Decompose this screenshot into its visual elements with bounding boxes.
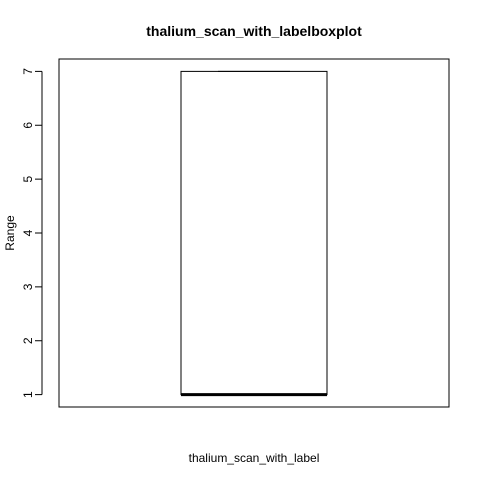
y-tick-label: 2	[21, 337, 35, 344]
box-body	[180, 70, 328, 396]
y-tick-label: 4	[21, 229, 35, 236]
y-tick-label: 3	[21, 283, 35, 290]
y-tick-label: 1	[21, 391, 35, 398]
x-axis-label: thalium_scan_with_label	[189, 451, 320, 465]
boxes	[180, 70, 328, 397]
y-axis: 1 2 3 4 5 6 7	[21, 68, 43, 398]
plot-frame	[58, 58, 450, 408]
y-tick-label: 7	[21, 68, 35, 75]
y-axis-label: Range	[3, 215, 17, 251]
y-tick-label: 6	[21, 122, 35, 129]
chart-title: thalium_scan_with_labelboxplot	[146, 23, 362, 39]
y-tick-label: 5	[21, 175, 35, 182]
